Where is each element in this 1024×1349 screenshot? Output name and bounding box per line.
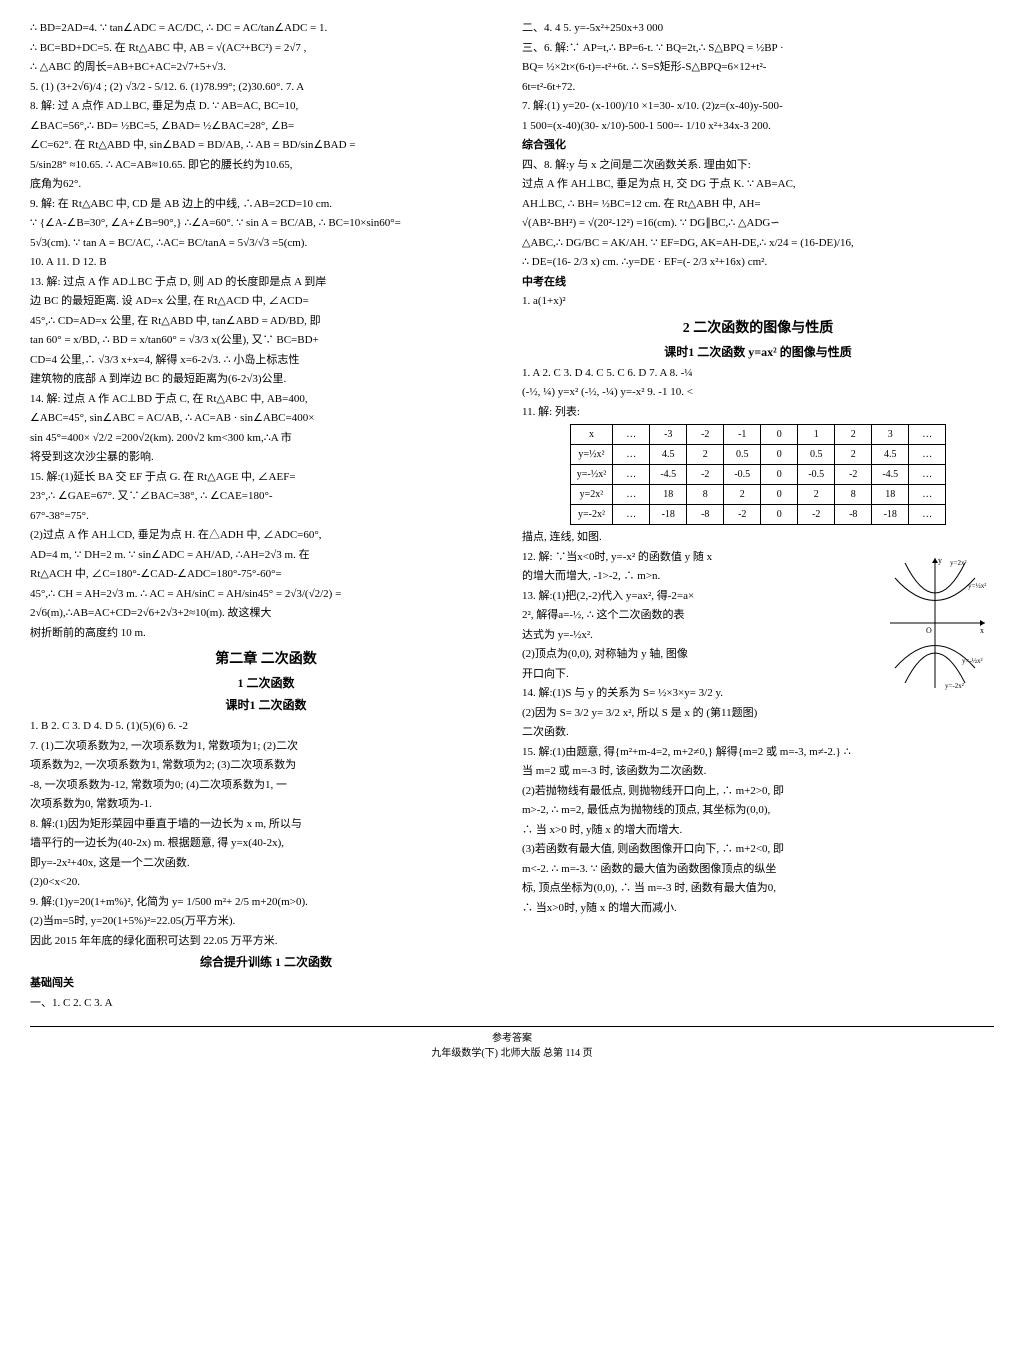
curve-label: y=-½x² <box>962 657 983 665</box>
text-line: 8. 解:(1)因为矩形菜园中垂直于墙的一边长为 x m, 所以与 <box>30 816 502 833</box>
section-title: 2 二次函数的图像与性质 <box>522 318 994 339</box>
left-column: ∴ BD=2AD=4. ∵ tan∠ADC = AC/DC, ∴ DC = AC… <box>30 20 502 1014</box>
text-line: m>-2, ∴ m=2, 最低点为抛物线的顶点, 其坐标为(0,0), <box>522 802 994 819</box>
text-line: ∴ BC=BD+DC=5. 在 Rt△ABC 中, AB = √(AC²+BC²… <box>30 40 502 57</box>
text-line: 一、1. C 2. C 3. A <box>30 995 502 1012</box>
curve-label: y=2x² <box>950 559 967 567</box>
text-line: 当 m=2 或 m=-3 时, 该函数为二次函数. <box>522 763 994 780</box>
page-container: ∴ BD=2AD=4. ∵ tan∠ADC = AC/DC, ∴ DC = AC… <box>30 20 994 1014</box>
text-line: 墙平行的一边长为(40-2x) m. 根据题意, 得 y=x(40-2x), <box>30 835 502 852</box>
text-line: 45°,∴ CH = AH=2√3 m. ∴ AC = AH/sinC = AH… <box>30 586 502 603</box>
text-line: 过点 A 作 AH⊥BC, 垂足为点 H, 交 DG 于点 K. ∵ AB=AC… <box>522 176 994 193</box>
basic-title: 基础闯关 <box>30 975 502 992</box>
text-line: △ABC,∴ DG/BC = AK/AH. ∵ EF=DG, AK=AH-DE,… <box>522 235 994 252</box>
text-line: 四、8. 解:y 与 x 之间是二次函数关系. 理由如下: <box>522 157 994 174</box>
text-line: ∠C=62°. 在 Rt△ABD 中, sin∠BAD = BD/AB, ∴ A… <box>30 137 502 154</box>
text-line: 二、4. 4 5. y=-5x²+250x+3 000 <box>522 20 994 37</box>
text-line: 项系数为2, 一次项系数为1, 常数项为2; (3)二次项系数为 <box>30 757 502 774</box>
text-line: 边 BC 的最短距离. 设 AD=x 公里, 在 Rt△ACD 中, ∠ACD= <box>30 293 502 310</box>
text-line: sin 45°=400× √2/2 =200√2(km). 200√2 km<3… <box>30 430 502 447</box>
text-line: 23°,∴ ∠GAE=67°. 又∵∠BAC=38°, ∴ ∠CAE=180°- <box>30 488 502 505</box>
text-line: 次项系数为0, 常数项为-1. <box>30 796 502 813</box>
text-line: AD=4 m, ∵ DH=2 m. ∵ sin∠ADC = AH/AD, ∴AH… <box>30 547 502 564</box>
lesson-title: 课时1 二次函数 <box>30 696 502 714</box>
text-line: BQ= ½×2t×(6-t)=-t²+6t. ∴ S=S矩形-S△BPQ=6×1… <box>522 59 994 76</box>
text-line: 5. (1) (3+2√6)/4 ; (2) √3/2 - 5/12. 6. (… <box>30 79 502 96</box>
origin-label: O <box>926 626 932 635</box>
text-line: ∴ BD=2AD=4. ∵ tan∠ADC = AC/DC, ∴ DC = AC… <box>30 20 502 37</box>
footer-title: 参考答案 <box>30 1031 994 1046</box>
text-line: ∴ △ABC 的周长=AB+BC+AC=2√7+5+√3. <box>30 59 502 76</box>
text-line: 15. 解:(1)延长 BA 交 EF 于点 G. 在 Rt△AGE 中, ∠A… <box>30 469 502 486</box>
text-line: ∴ 当x>0时, y随 x 的增大而减小. <box>522 900 994 917</box>
curve-label: y=-2x² <box>945 682 964 690</box>
x-axis-label: x <box>980 626 984 635</box>
text-line: 7. (1)二次项系数为2, 一次项系数为1, 常数项为1; (2)二次 <box>30 738 502 755</box>
section-title: 1 二次函数 <box>30 674 502 692</box>
text-line: 因此 2015 年年底的绿化面积可达到 22.05 万平方米. <box>30 933 502 950</box>
text-line: 三、6. 解:∵ AP=t,∴ BP=6-t. ∵ BQ=2t,∴ S△BPQ … <box>522 40 994 57</box>
text-line: 14. 解: 过点 A 作 AC⊥BD 于点 C, 在 Rt△ABC 中, AB… <box>30 391 502 408</box>
text-line: (2)因为 S= 3/2 y= 3/2 x², 所以 S 是 x 的 (第11题… <box>522 705 994 722</box>
text-line: 9. 解:(1)y=20(1+m%)², 化简为 y= 1/500 m²+ 2/… <box>30 894 502 911</box>
text-line: 1 500=(x-40)(30- x/10)-500-1 500=- 1/10 … <box>522 118 994 135</box>
text-line: 1. a(1+x)² <box>522 293 994 310</box>
text-line: ∴ 当 x>0 时, y随 x 的增大而增大. <box>522 822 994 839</box>
text-line: -8, 一次项系数为-12, 常数项为0; (4)二次项系数为1, 一 <box>30 777 502 794</box>
text-line: 9. 解: 在 Rt△ABC 中, CD 是 AB 边上的中线, ∴AB=2CD… <box>30 196 502 213</box>
text-line: 13. 解: 过点 A 作 AD⊥BC 于点 D, 则 AD 的长度即是点 A … <box>30 274 502 291</box>
text-line: AH⊥BC, ∴ BH= ½BC=12 cm. 在 Rt△ABH 中, AH= <box>522 196 994 213</box>
text-line: 1. A 2. C 3. D 4. C 5. C 6. D 7. A 8. -¼ <box>522 365 994 382</box>
text-line: ∵ {∠A-∠B=30°, ∠A+∠B=90°,} ∴∠A=60°. ∵ sin… <box>30 215 502 232</box>
text-line: 15. 解:(1)由题意, 得{m²+m-4=2, m+2≠0,} 解得{m=2… <box>522 744 994 761</box>
subsection-title: 综合强化 <box>522 137 994 154</box>
footer-info: 九年级数学(下) 北师大版 总第 114 页 <box>30 1046 994 1061</box>
text-line: (2)当m=5时, y=20(1+5%)²=22.05(万平方米). <box>30 913 502 930</box>
text-line: 1. B 2. C 3. D 4. D 5. (1)(5)(6) 6. -2 <box>30 718 502 735</box>
text-line: ∠ABC=45°, sin∠ABC = AC/AB, ∴ AC=AB · sin… <box>30 410 502 427</box>
text-line: 67°-38°=75°. <box>30 508 502 525</box>
exam-title: 中考在线 <box>522 274 994 291</box>
text-line: CD=4 公里,∴ √3/3 x+x=4, 解得 x=6-2√3. ∴ 小岛上标… <box>30 352 502 369</box>
text-line: 5√3(cm). ∵ tan A = BC/AC, ∴AC= BC/tanA =… <box>30 235 502 252</box>
text-line: 45°,∴ CD=AD=x 公里, 在 Rt△ABD 中, tan∠ABD = … <box>30 313 502 330</box>
text-line: 建筑物的底部 A 到岸边 BC 的最短距离为(6-2√3)公里. <box>30 371 502 388</box>
page-footer: 参考答案 九年级数学(下) 北师大版 总第 114 页 <box>30 1026 994 1061</box>
y-axis-label: y <box>938 556 942 565</box>
text-line: 二次函数. <box>522 724 994 741</box>
parabola-graph: y x O y=2x² y=½x² y=-½x² y=-2x² <box>880 553 990 693</box>
text-line: 8. 解: 过 A 点作 AD⊥BC, 垂足为点 D. ∵ AB=AC, BC=… <box>30 98 502 115</box>
chapter-title: 第二章 二次函数 <box>30 649 502 670</box>
text-line: ∴ DE=(16- 2/3 x) cm. ∴y=DE · EF=(- 2/3 x… <box>522 254 994 271</box>
right-column: 二、4. 4 5. y=-5x²+250x+3 000 三、6. 解:∵ AP=… <box>522 20 994 1014</box>
text-line: (3)若函数有最大值, 则函数图像开口向下, ∴ m+2<0, 即 <box>522 841 994 858</box>
text-line: Rt△ACH 中, ∠C=180°-∠CAD-∠ADC=180°-75°-60°… <box>30 566 502 583</box>
training-title: 综合提升训练 1 二次函数 <box>30 953 502 971</box>
text-line: m<-2. ∴ m=-3. ∵ 函数的最大值为函数图像顶点的纵坐 <box>522 861 994 878</box>
text-line: 2√6(m),∴AB=AC+CD=2√6+2√3+2≈10(m). 故这棵大 <box>30 605 502 622</box>
text-line: 树折断前的高度约 10 m. <box>30 625 502 642</box>
text-line: ∠BAC=56°,∴ BD= ½BC=5, ∠BAD= ½∠BAC=28°, ∠… <box>30 118 502 135</box>
text-line: 7. 解:(1) y=20- (x-100)/10 ×1=30- x/10. (… <box>522 98 994 115</box>
value-table: x…-3-2-10123…y=½x²…4.520.500.524.5…y=-½x… <box>570 424 946 525</box>
text-line: (2)0<x<20. <box>30 874 502 891</box>
text-line: 即y=-2x²+40x, 这是一个二次函数. <box>30 855 502 872</box>
text-line: 5/sin28° ≈10.65. ∴ AC=AB≈10.65. 即它的腰长约为1… <box>30 157 502 174</box>
text-line: (-½, ¼) y=x² (-½, -¼) y=-x² 9. -1 10. < <box>522 384 994 401</box>
text-line: 描点, 连线, 如图. <box>522 529 994 546</box>
text-line: 底角为62°. <box>30 176 502 193</box>
text-line: √(AB²-BH²) = √(20²-12²) =16(cm). ∵ DG∥BC… <box>522 215 994 232</box>
curve-label: y=½x² <box>968 582 986 590</box>
text-line: (2)若抛物线有最低点, 则抛物线开口向上, ∴ m+2>0, 即 <box>522 783 994 800</box>
text-line: 标, 顶点坐标为(0,0), ∴ 当 m=-3 时, 函数有最大值为0, <box>522 880 994 897</box>
lesson-title: 课时1 二次函数 y=ax² 的图像与性质 <box>522 343 994 361</box>
text-line: (2)过点 A 作 AH⊥CD, 垂足为点 H. 在△ADH 中, ∠ADC=6… <box>30 527 502 544</box>
graph-svg: y x O y=2x² y=½x² y=-½x² y=-2x² <box>880 553 990 693</box>
text-line: tan 60° = x/BD, ∴ BD = x/tan60° = √3/3 x… <box>30 332 502 349</box>
text-line: 将受到这次沙尘暴的影响. <box>30 449 502 466</box>
text-line: 6t=t²-6t+72. <box>522 79 994 96</box>
text-line: 11. 解: 列表: <box>522 404 994 421</box>
text-line: 10. A 11. D 12. B <box>30 254 502 271</box>
